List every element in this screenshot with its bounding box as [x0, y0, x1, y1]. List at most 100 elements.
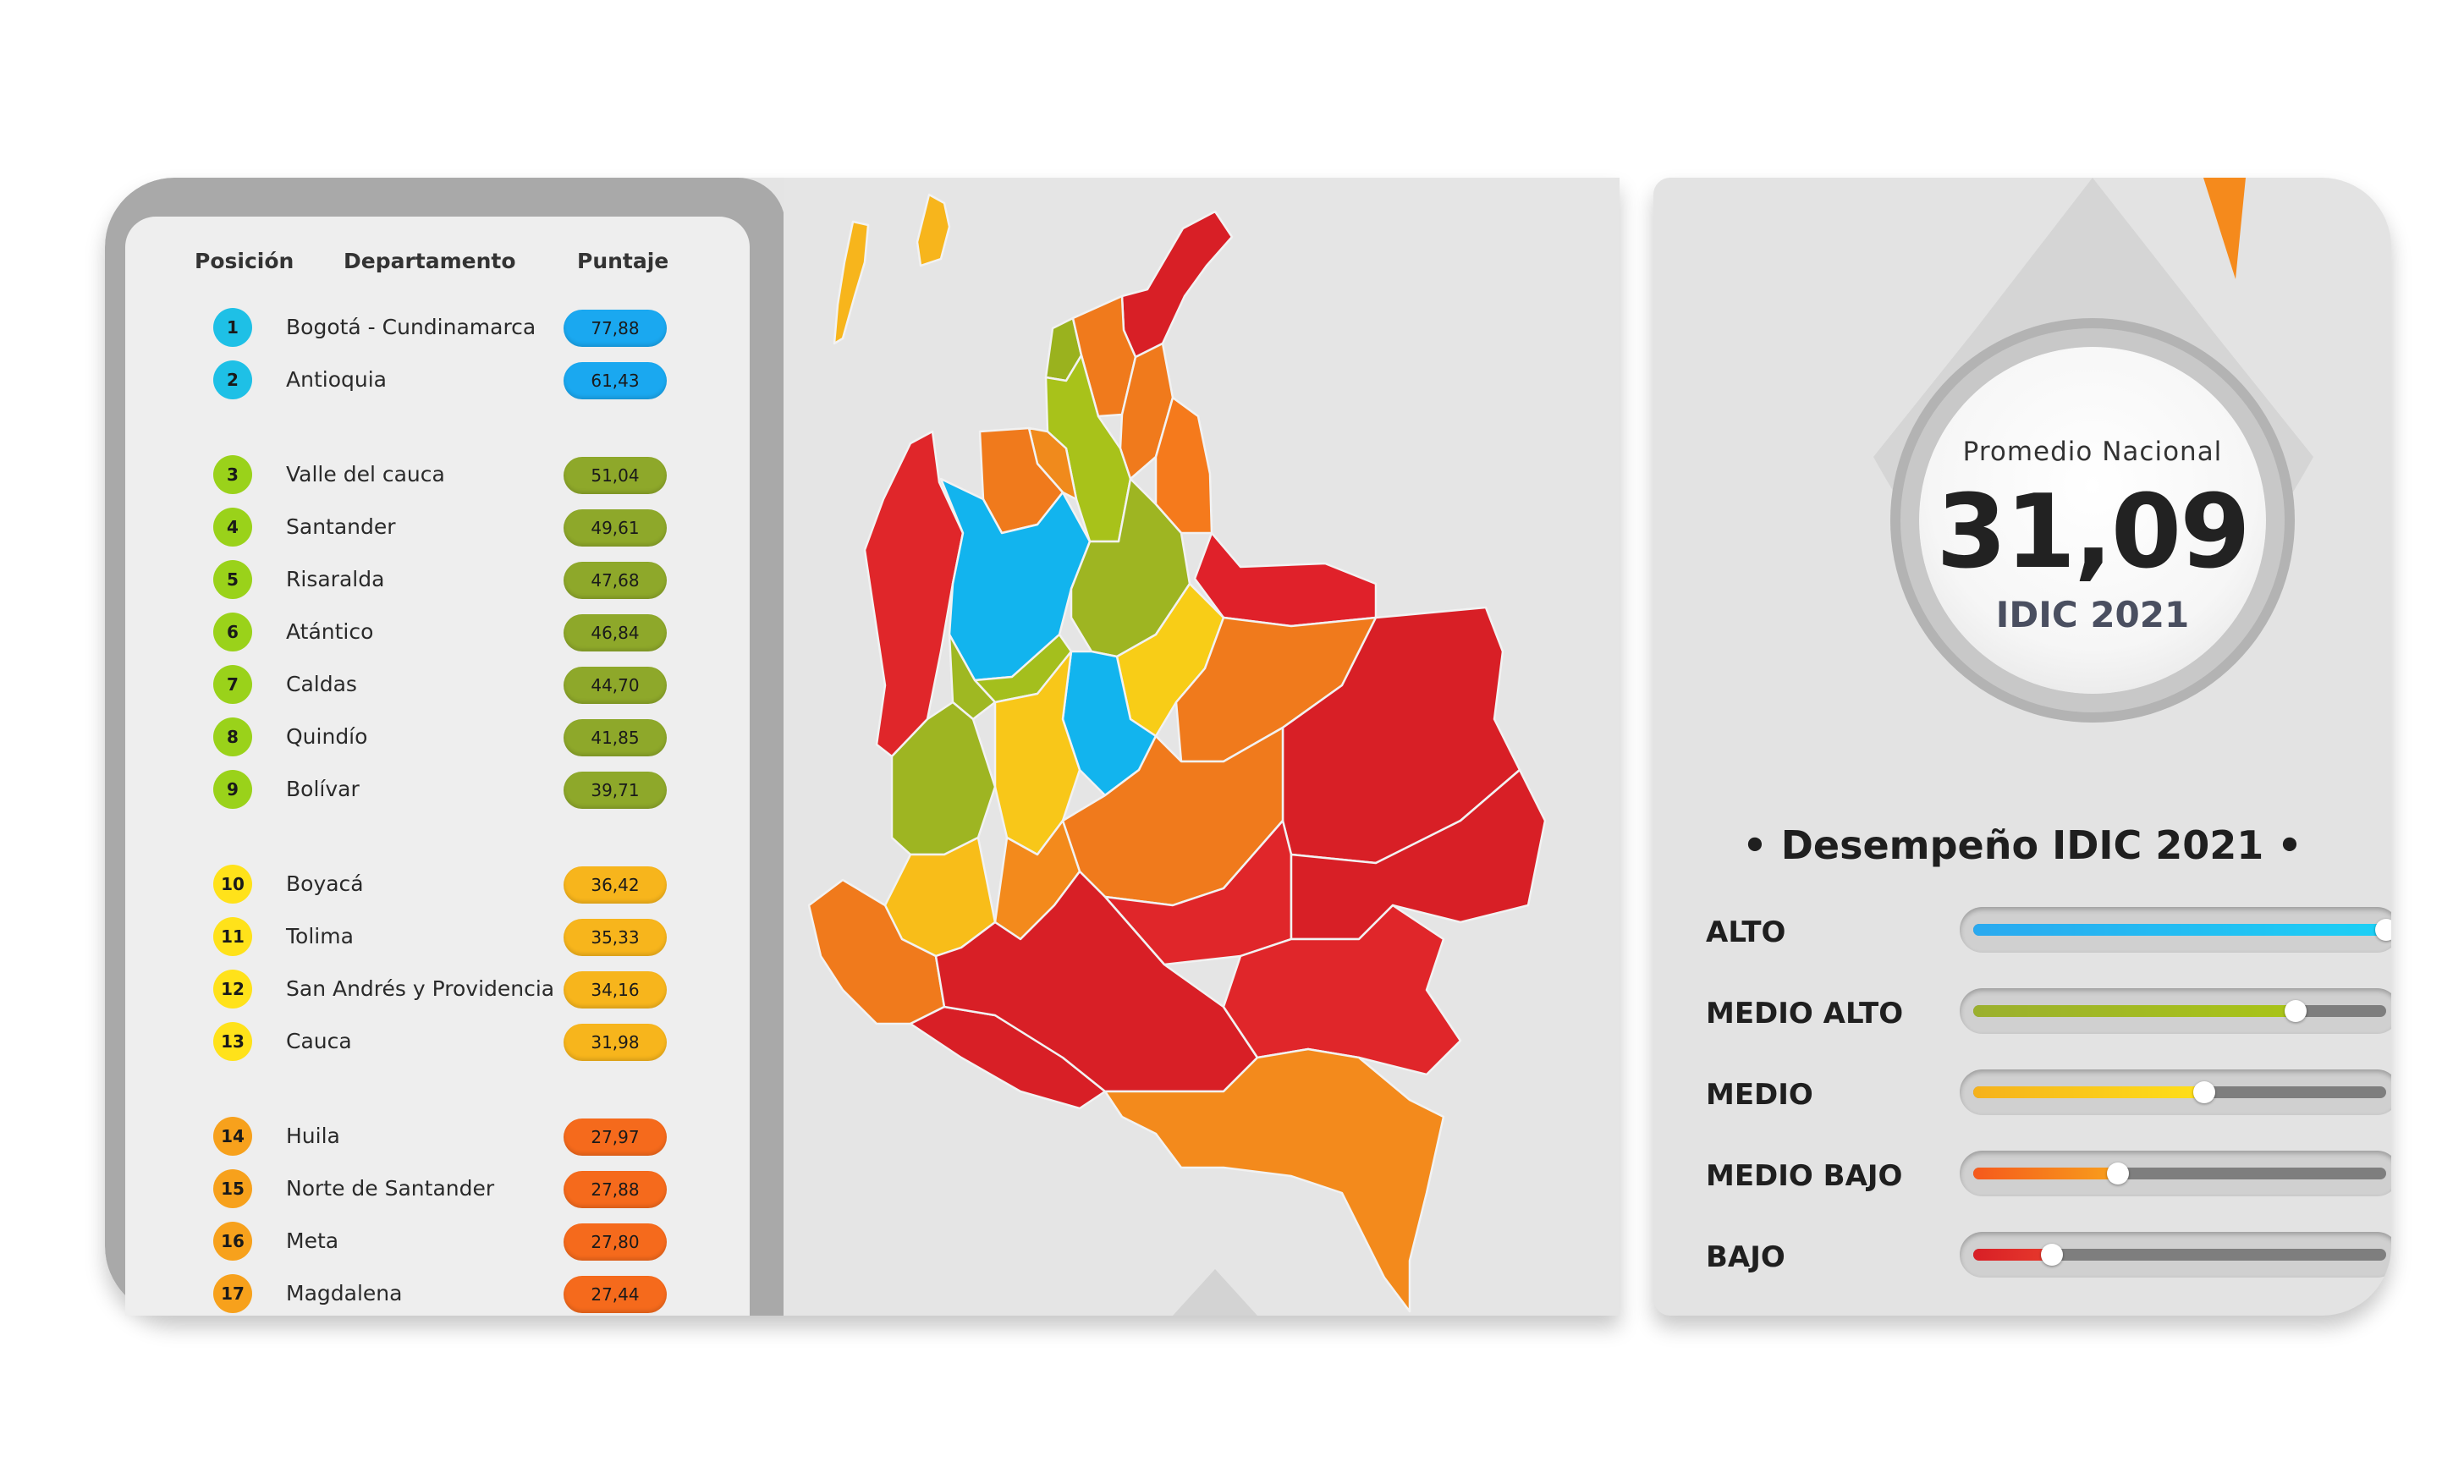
department-name: Huila — [286, 1124, 340, 1148]
position-badge: 4 — [213, 508, 252, 547]
score-pill: 35,33 — [564, 919, 667, 956]
table-row: 14 Huila 27,97 — [125, 1113, 750, 1161]
position-badge: 12 — [213, 970, 252, 1009]
header-score: Puntaje — [577, 249, 669, 273]
position-badge: 14 — [213, 1117, 252, 1156]
level-row: MEDIO ALTO — [1706, 988, 2391, 1039]
department-name: Bogotá - Cundinamarca — [286, 315, 536, 339]
department-name: Valle del cauca — [286, 462, 445, 486]
slider-track — [1973, 1000, 2386, 1022]
header-department: Departamento — [344, 249, 516, 273]
ranking-table: Posición Departamento Puntaje 1 Bogotá - … — [125, 217, 750, 1316]
score-pill: 49,61 — [564, 509, 667, 547]
position-badge: 8 — [213, 717, 252, 756]
region-la-guajira — [1120, 210, 1234, 359]
colombia-map — [784, 178, 1620, 1316]
slider-track — [1973, 919, 2391, 941]
level-slider — [1960, 907, 2391, 953]
department-name: Norte de Santander — [286, 1176, 495, 1201]
region-risaralda — [948, 633, 997, 721]
level-slider — [1960, 1069, 2391, 1115]
pointer-triangle — [1173, 1269, 1257, 1316]
score-pill: 51,04 — [564, 457, 667, 494]
department-name: Magdalena — [286, 1281, 403, 1305]
department-name: Atántico — [286, 619, 374, 644]
table-row: 10 Boyacá 36,42 — [125, 861, 750, 909]
table-row: 3 Valle del cauca 51,04 — [125, 452, 750, 499]
position-badge: 1 — [213, 308, 252, 347]
department-name: Antioquia — [286, 367, 387, 392]
position-badge: 15 — [213, 1169, 252, 1208]
table-row: 5 Risaralda 47,68 — [125, 557, 750, 604]
national-average-badge: Promedio Nacional 31,09 IDIC 2021 — [1919, 347, 2266, 694]
region-tolima — [993, 650, 1081, 856]
table-row: 16 Meta 27,80 — [125, 1218, 750, 1266]
score-pill: 61,43 — [564, 362, 667, 399]
region-providencia — [916, 193, 951, 267]
score-pill: 46,84 — [564, 614, 667, 651]
score-pill: 36,42 — [564, 866, 667, 904]
region-arauca — [1193, 531, 1378, 628]
department-name: Quindío — [286, 724, 368, 749]
level-row: BAJO — [1706, 1232, 2391, 1283]
table-row: 8 Quindío 41,85 — [125, 714, 750, 761]
table-row: 7 Caldas 44,70 — [125, 662, 750, 709]
slider-fill — [1973, 1005, 2296, 1017]
position-badge: 11 — [213, 917, 252, 956]
table-row: 6 Atántico 46,84 — [125, 609, 750, 657]
department-name: Boyacá — [286, 871, 364, 896]
score-pill: 41,85 — [564, 719, 667, 756]
slider-track — [1973, 1081, 2386, 1103]
position-badge: 3 — [213, 455, 252, 494]
slider-knob — [2193, 1081, 2216, 1103]
national-average-subtitle: IDIC 2021 — [1995, 594, 2190, 635]
score-pill: 39,71 — [564, 772, 667, 809]
table-row: 15 Norte de Santander 27,88 — [125, 1166, 750, 1213]
score-pill: 31,98 — [564, 1024, 667, 1061]
slider-fill — [1973, 924, 2386, 936]
slider-knob — [2106, 1162, 2129, 1184]
score-pill: 27,80 — [564, 1223, 667, 1261]
level-row: MEDIO BAJO — [1706, 1151, 2391, 1201]
table-row: 12 San Andrés y Providencia 34,16 — [125, 966, 750, 1014]
level-slider — [1960, 988, 2391, 1034]
performance-title: • Desempeño IDIC 2021 • — [1742, 822, 2302, 868]
table-row: 13 Cauca 31,98 — [125, 1019, 750, 1066]
region-norte-santander — [1154, 396, 1213, 535]
level-name: MEDIO ALTO — [1706, 997, 1904, 1031]
score-pill: 27,88 — [564, 1171, 667, 1208]
national-average-value: 31,09 — [1936, 474, 2251, 591]
position-badge: 5 — [213, 560, 252, 599]
table-header: Posición Departamento Puntaje — [125, 249, 750, 283]
slider-track — [1973, 1162, 2386, 1184]
slider-track — [1973, 1244, 2386, 1266]
position-badge: 10 — [213, 865, 252, 904]
position-badge: 9 — [213, 770, 252, 809]
level-name: MEDIO — [1706, 1078, 1813, 1112]
table-row: 17 Magdalena 27,44 — [125, 1271, 750, 1316]
level-name: BAJO — [1706, 1240, 1785, 1274]
department-name: Tolima — [286, 924, 354, 948]
department-name: Bolívar — [286, 777, 360, 801]
summary-card: Promedio Nacional 31,09 IDIC 2021 • Dese… — [1653, 178, 2391, 1316]
table-row: 2 Antioquia 61,43 — [125, 357, 750, 404]
position-badge: 17 — [213, 1274, 252, 1313]
department-name: Cauca — [286, 1029, 352, 1053]
slider-knob — [2040, 1244, 2063, 1266]
score-pill: 44,70 — [564, 667, 667, 704]
score-pill: 27,44 — [564, 1276, 667, 1313]
position-badge: 16 — [213, 1222, 252, 1261]
level-row: MEDIO — [1706, 1069, 2391, 1120]
position-badge: 13 — [213, 1022, 252, 1061]
level-row: ALTO — [1706, 907, 2391, 958]
position-badge: 7 — [213, 665, 252, 704]
score-pill: 47,68 — [564, 562, 667, 599]
level-name: ALTO — [1706, 915, 1786, 949]
table-row: 11 Tolima 35,33 — [125, 914, 750, 961]
department-name: San Andrés y Providencia — [286, 976, 555, 1001]
table-row: 9 Bolívar 39,71 — [125, 767, 750, 814]
position-badge: 2 — [213, 360, 252, 399]
department-name: Risaralda — [286, 567, 385, 591]
slider-knob — [2284, 1000, 2307, 1022]
table-row: 1 Bogotá - Cundinamarca 77,88 — [125, 305, 750, 352]
